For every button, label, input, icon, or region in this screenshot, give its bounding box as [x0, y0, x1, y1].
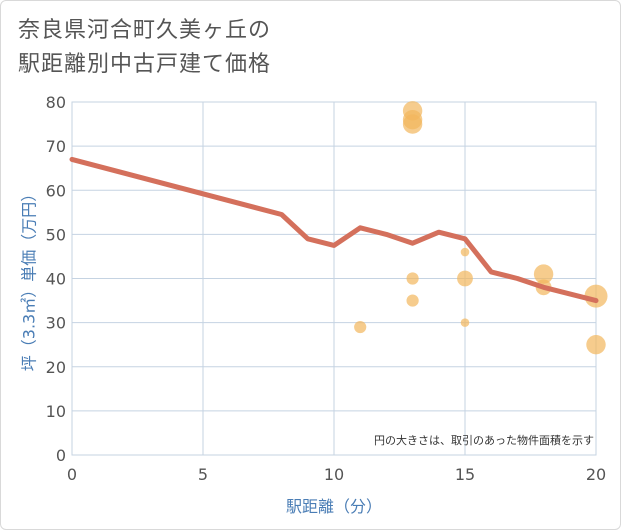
scatter-point: [406, 294, 419, 307]
y-axis-title: 坪（3.3㎡）単価（万円）: [20, 186, 39, 371]
x-tick-label: 5: [198, 465, 208, 484]
chart-title: 奈良県河合町久美ヶ丘の 駅距離別中古戸建て価格: [18, 14, 271, 82]
trend-line: [69, 156, 599, 304]
x-tick-label: 0: [67, 465, 77, 484]
scatter-point: [533, 264, 554, 284]
size-legend-note: 円の大きさは、取引のあった物件面積を示す: [374, 433, 594, 447]
x-axis-title: 駅距離（分）: [286, 497, 382, 516]
y-tick-label: 60: [46, 181, 66, 200]
x-tick-labels: 0 5 10 15 20: [67, 465, 606, 484]
plot-border: [71, 101, 597, 456]
scatter-point: [354, 320, 367, 334]
scatter-point: [402, 114, 423, 134]
x-tick-label: 10: [324, 465, 344, 484]
y-tick-label: 50: [46, 225, 66, 244]
scatter-point: [406, 272, 419, 285]
scatter-point: [457, 270, 473, 287]
y-tick-labels: 0 10 20 30 40 50 60 70 80: [46, 93, 66, 465]
x-tick-label: 20: [586, 465, 606, 484]
scatter-point: [460, 318, 470, 327]
scatter-point: [584, 284, 608, 308]
title-line-2: 駅距離別中古戸建て価格: [18, 52, 272, 77]
data-points: [354, 101, 608, 355]
y-tick-label: 70: [46, 137, 66, 156]
y-tick-label: 0: [56, 446, 66, 465]
scatter-point: [460, 247, 470, 257]
scatter-point: [586, 334, 606, 355]
x-tick-label: 15: [455, 465, 475, 484]
y-tick-label: 20: [46, 358, 66, 377]
y-tick-label: 10: [46, 402, 66, 421]
title-line-1: 奈良県河合町久美ヶ丘の: [18, 18, 272, 43]
y-tick-label: 80: [46, 93, 66, 112]
y-tick-label: 40: [46, 270, 66, 289]
y-tick-label: 30: [46, 314, 66, 333]
